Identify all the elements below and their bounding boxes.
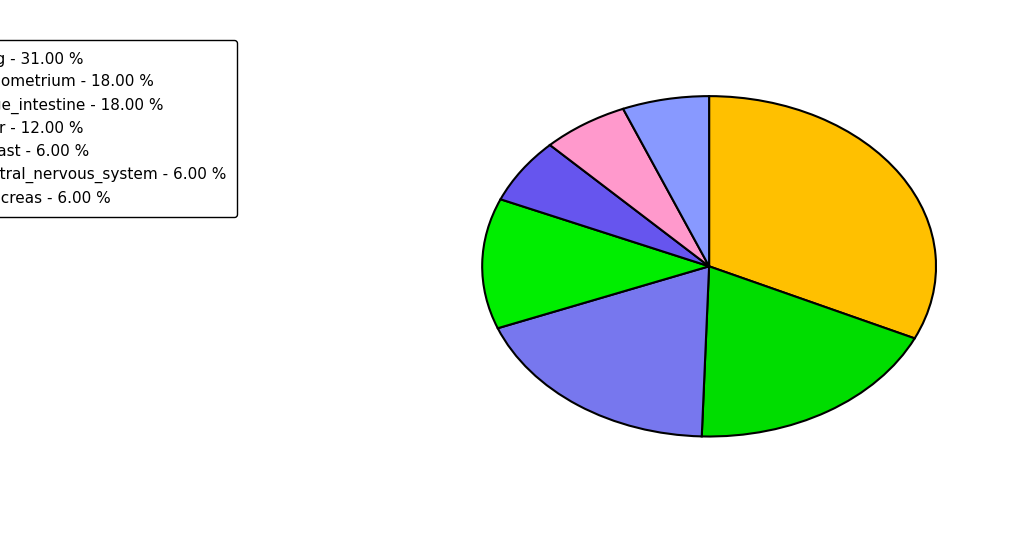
Wedge shape bbox=[623, 96, 709, 266]
Wedge shape bbox=[702, 266, 915, 436]
Wedge shape bbox=[482, 199, 709, 328]
Legend: lung - 31.00 %, endometrium - 18.00 %, large_intestine - 18.00 %, liver - 12.00 : lung - 31.00 %, endometrium - 18.00 %, l… bbox=[0, 40, 237, 217]
Wedge shape bbox=[500, 145, 709, 266]
Wedge shape bbox=[497, 266, 709, 436]
Wedge shape bbox=[709, 96, 936, 338]
Wedge shape bbox=[550, 109, 709, 266]
